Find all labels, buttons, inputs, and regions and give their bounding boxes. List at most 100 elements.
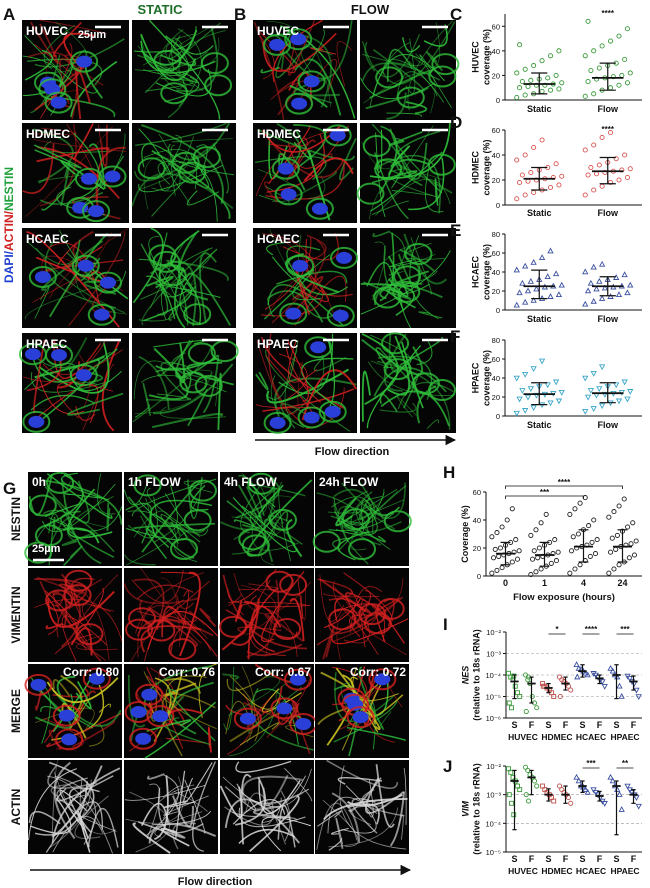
data-point [587, 388, 595, 394]
fiber [137, 45, 185, 89]
fiber [362, 53, 423, 67]
fiber [47, 775, 114, 854]
data-point [531, 189, 537, 196]
nucleus [276, 702, 293, 715]
nucleus [352, 711, 369, 724]
cell-ring [411, 372, 440, 395]
nucleus [77, 259, 94, 272]
data-point [585, 79, 591, 85]
fiber [36, 576, 84, 595]
data-point [596, 65, 602, 71]
fiber [335, 488, 398, 526]
fiber [192, 761, 216, 852]
nucleus [75, 369, 92, 382]
fiber [51, 767, 121, 844]
fiber [143, 157, 178, 210]
fiber [161, 247, 213, 320]
fiber [125, 502, 153, 544]
fiber [405, 101, 428, 115]
y-axis-label: coverage (%) [482, 350, 492, 406]
fiber [48, 228, 128, 299]
nucleus [269, 38, 286, 51]
cell-ring [24, 673, 53, 696]
fiber [151, 412, 224, 429]
x-tick-label: F [597, 720, 603, 730]
fiber [103, 124, 108, 168]
cell-ring [279, 573, 308, 596]
fiber [138, 151, 190, 191]
fiber [44, 140, 113, 153]
data-point [553, 558, 559, 564]
data-point [613, 546, 619, 552]
data-point [519, 172, 525, 178]
fiber [190, 266, 205, 286]
fiber [157, 160, 184, 185]
data-point [624, 289, 631, 296]
fiber [144, 58, 199, 84]
y-tick-label: 40 [492, 374, 500, 383]
cell-ring [170, 538, 199, 561]
nucleus [324, 405, 341, 418]
significance: **** [558, 478, 571, 487]
data-point [594, 537, 600, 543]
data-point [517, 42, 523, 48]
data-point [525, 677, 531, 683]
fiber [275, 33, 332, 108]
fiber [158, 136, 195, 192]
data-point [590, 371, 597, 377]
fiber [389, 254, 436, 276]
cell-ring [200, 52, 229, 75]
row-label: MERGE [9, 689, 23, 733]
fiber [304, 269, 329, 302]
data-point [608, 38, 614, 44]
fiber [285, 518, 303, 558]
data-point [624, 174, 630, 181]
data-point [512, 683, 518, 689]
nucleus [152, 710, 169, 723]
data-point [616, 791, 623, 797]
data-point [556, 48, 562, 54]
sig-bracket [505, 485, 623, 489]
fiber [263, 181, 278, 203]
cell-line-label: HCAEC [257, 232, 300, 246]
fiber [45, 801, 103, 853]
nucleus [239, 712, 256, 725]
cell-ring [28, 265, 57, 288]
fiber [138, 355, 170, 410]
fiber [134, 605, 208, 640]
fiber [145, 393, 192, 401]
nucleus [50, 96, 67, 109]
data-point [555, 398, 563, 405]
fiber [278, 152, 306, 191]
fiber [335, 667, 381, 731]
y-tick-label: 0 [496, 412, 500, 421]
fiber [53, 690, 122, 727]
data-point [497, 545, 503, 551]
data-point [545, 75, 551, 81]
cell-ring [129, 727, 158, 750]
fiber [35, 707, 95, 730]
cell-ring [98, 165, 127, 188]
data-point [492, 546, 498, 552]
cell-ring [373, 286, 402, 309]
cell-ring [28, 494, 57, 517]
fiber [386, 48, 414, 82]
row-label: NESTIN [9, 497, 23, 541]
fiber [249, 795, 300, 853]
fiber [33, 138, 127, 153]
data-point [572, 506, 578, 512]
data-point [559, 80, 565, 86]
fiber [149, 260, 197, 327]
fiber [349, 586, 383, 634]
x-tick-label: F [597, 854, 603, 864]
fiber [160, 361, 189, 400]
y-tick-label: 40 [492, 47, 500, 56]
panel-letter: D [450, 113, 462, 132]
fiber [89, 672, 109, 708]
micrograph [22, 228, 129, 328]
fiber [301, 29, 325, 74]
data-point [524, 394, 532, 401]
nucleus [285, 307, 302, 320]
data-point [523, 792, 529, 798]
fiber [30, 127, 77, 135]
